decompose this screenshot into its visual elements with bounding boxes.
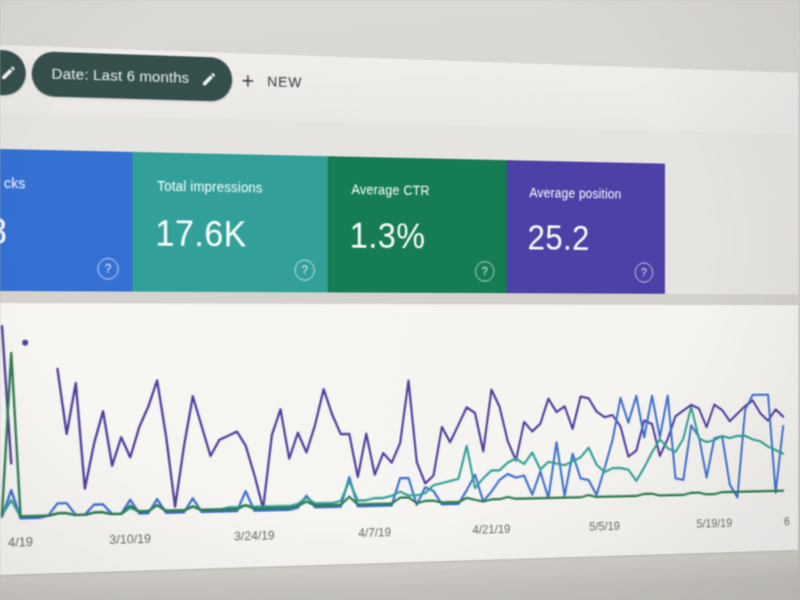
metric-card-value: 1.3% (349, 215, 426, 256)
plus-icon: + (241, 67, 255, 94)
edit-pencil-icon (202, 72, 215, 86)
metric-card-label: Average position (529, 184, 622, 202)
x-axis-tick: 3/24/19 (234, 527, 275, 544)
chart-line-series-green (2, 350, 783, 517)
help-question-icon[interactable]: ? (294, 259, 315, 281)
x-axis-tick: 3/10/19 (109, 531, 152, 547)
chart-isolated-point (22, 339, 29, 346)
metric-card-value: 25.2 (527, 218, 590, 258)
metric-card-average-ctr[interactable]: Average CTR 1.3% ? (327, 156, 507, 294)
edit-pencil-icon (2, 66, 15, 80)
metric-card-total-impressions[interactable]: Total impressions 17.6K ? (132, 151, 328, 293)
date-filter-label: Date: Last 6 months (51, 65, 190, 87)
metric-cards-row: cks 8 ? Total impressions 17.6K ? Averag… (0, 149, 799, 295)
metric-card-value: 17.6K (155, 213, 247, 255)
line-chart-svg (0, 303, 798, 553)
x-axis-tick: 6 (784, 514, 790, 528)
search-console-page: Date: Last 6 months + NEW cks 8 ? Total … (0, 45, 799, 600)
metric-card-average-position[interactable]: Average position 25.2 ? (506, 160, 665, 294)
metric-card-value: 8 (0, 210, 8, 253)
chart-line-series-blue (2, 395, 783, 519)
metric-card-label: Total impressions (157, 177, 263, 196)
x-axis-tick: 4/7/19 (358, 524, 392, 540)
filter-pill-partial[interactable] (0, 49, 26, 96)
help-question-icon[interactable]: ? (97, 257, 119, 280)
metric-card-clicks[interactable]: cks 8 ? (0, 149, 133, 292)
filter-toolbar: Date: Last 6 months + NEW (0, 45, 799, 136)
x-axis-tick: 5/5/19 (589, 518, 620, 534)
performance-line-chart: 4/19 3/10/19 3/24/19 4/7/19 4/21/19 5/5/19 5/1… (0, 303, 799, 575)
new-filter-button[interactable]: + NEW (242, 63, 303, 100)
x-axis-tick: 5/19/19 (696, 515, 733, 531)
date-filter-pill[interactable]: Date: Last 6 months (31, 51, 232, 102)
metric-card-label: Average CTR (351, 181, 430, 199)
new-filter-label: NEW (267, 73, 303, 91)
x-axis-tick: 4/21/19 (472, 521, 511, 537)
help-question-icon[interactable]: ? (475, 261, 495, 282)
metric-card-label: cks (3, 175, 26, 192)
help-question-icon[interactable]: ? (634, 262, 654, 283)
chart-line-series-purple (2, 326, 783, 515)
x-axis-tick: 4/19 (7, 534, 34, 550)
